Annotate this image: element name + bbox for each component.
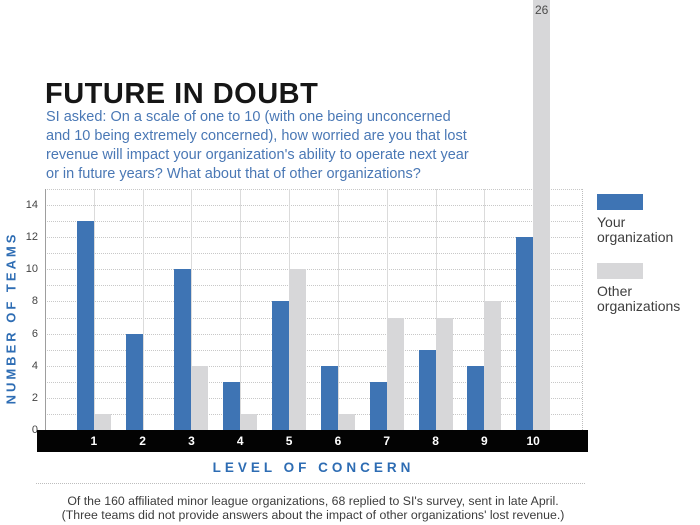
y-tick-label: 4: [31, 359, 38, 372]
x-tick-label: 5: [285, 434, 293, 448]
h-gridline: [45, 301, 582, 303]
bar-other-6: [337, 413, 355, 430]
y-axis-ticks: 0 2 4 6 8 10 12 14: [0, 0, 38, 436]
h-gridline: [45, 253, 582, 255]
legend-item-your-organization: Your organization: [597, 194, 699, 244]
bar-other-5: [289, 269, 307, 430]
h-gridline: [45, 221, 582, 223]
h-gridline: [45, 349, 582, 351]
x-tick-label: 3: [188, 434, 195, 448]
bar-chart-plot-area: 26: [45, 0, 583, 430]
v-gridline: [337, 189, 339, 430]
bar-other-7: [386, 317, 404, 430]
y-tick-label: 0: [31, 424, 38, 436]
v-gridline: [191, 189, 193, 430]
v-gridline: [435, 189, 437, 430]
bar-your-2: [125, 333, 143, 430]
legend-label: Other organizations: [597, 283, 681, 314]
legend-item-other-organizations: Other organizations: [597, 263, 699, 313]
h-gridline: [45, 365, 582, 367]
h-gridline: [45, 237, 582, 239]
bar-your-7: [369, 381, 387, 430]
bar-your-3: [174, 269, 192, 430]
bar-value-label: 26: [534, 3, 549, 17]
y-tick-label: 14: [25, 199, 38, 212]
chart-subtitle: SI asked: On a scale of one to 10 (with …: [46, 109, 469, 182]
v-gridline: [93, 189, 95, 430]
h-gridline: [45, 333, 582, 335]
x-tick-label: 10: [526, 434, 540, 448]
chart-title: FUTURE IN DOUBT: [45, 78, 319, 110]
bar-other-1: [93, 413, 111, 430]
bar-your-4: [223, 381, 241, 430]
y-tick-label: 8: [31, 295, 38, 308]
bar-other-4: [240, 413, 258, 430]
bar-your-8: [418, 349, 436, 430]
h-gridline: [45, 317, 582, 319]
h-gridline: [45, 397, 582, 399]
bar-other-9: [484, 301, 502, 430]
bar-other-3: [191, 365, 209, 430]
x-tick-label: 4: [236, 434, 244, 448]
bar-other-10: 26: [533, 0, 551, 430]
plot-right-edge: [582, 189, 583, 430]
x-tick-label: 2: [139, 434, 146, 448]
y-tick-label: 6: [31, 327, 38, 340]
h-gridline: [45, 413, 582, 415]
footnote-line: Of the 160 affiliated minor league organ…: [67, 494, 559, 508]
bar-your-10: [516, 237, 534, 430]
footnote: Of the 160 affiliated minor league organ…: [33, 494, 593, 522]
h-gridline: [45, 269, 582, 271]
y-tick-label: 2: [31, 391, 38, 404]
bar-your-1: [76, 221, 94, 430]
y-tick-label: 10: [25, 263, 38, 276]
bar-other-8: [435, 317, 453, 430]
bar-your-6: [320, 365, 338, 430]
h-gridline: [45, 205, 582, 207]
bar-your-9: [467, 365, 485, 430]
y-tick-label: 12: [25, 231, 38, 244]
h-gridline: [45, 381, 582, 383]
x-tick-label: 8: [432, 434, 439, 448]
legend-swatch-gray: [597, 263, 643, 279]
footnote-divider: [36, 483, 585, 484]
x-axis-band: 1 2 3 4 5 6 7 8 9 10: [37, 430, 588, 452]
v-gridline: [240, 189, 242, 430]
bar-your-5: [272, 301, 290, 430]
h-gridline: [45, 285, 582, 287]
v-gridline: [142, 189, 144, 430]
x-tick-label: 6: [334, 434, 342, 448]
x-tick-label: 9: [481, 434, 488, 448]
legend-swatch-blue: [597, 194, 643, 210]
x-tick-label: 7: [383, 434, 391, 448]
y-axis-line: [45, 189, 46, 430]
x-axis-title: LEVEL OF CONCERN: [212, 460, 415, 475]
x-tick-label: 1: [90, 434, 98, 448]
footnote-line: (Three teams did not provide answers abo…: [61, 507, 565, 522]
h-gridline: [45, 189, 582, 190]
v-gridline: [386, 189, 388, 430]
chart-legend: Your organization Other organizations: [597, 194, 699, 332]
legend-label: Your organization: [597, 214, 674, 245]
